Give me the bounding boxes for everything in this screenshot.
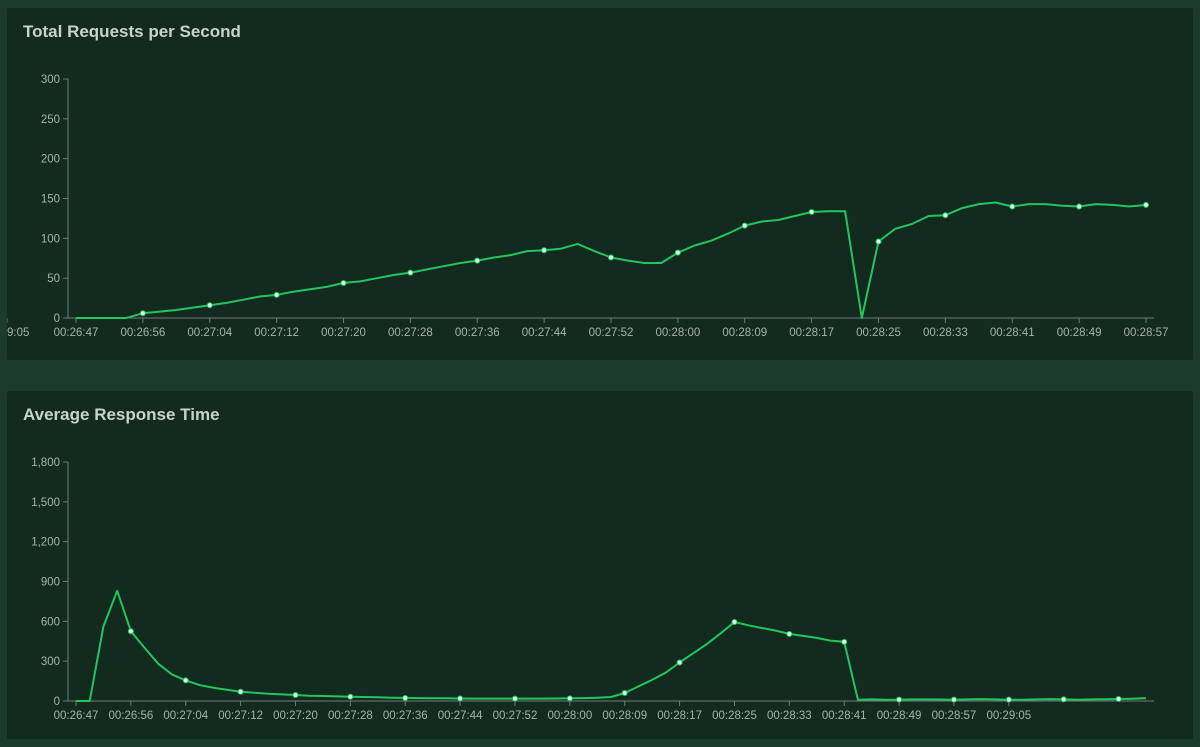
- data-point[interactable]: [786, 630, 793, 637]
- data-point[interactable]: [347, 693, 354, 700]
- x-tick-label: 00:26:47: [54, 327, 99, 339]
- data-point[interactable]: [1076, 203, 1083, 210]
- x-tick-label: 00:28:17: [657, 710, 702, 722]
- x-tick-label: 00:27:36: [383, 710, 428, 722]
- x-tick-label: 00:27:28: [328, 710, 373, 722]
- data-point[interactable]: [139, 310, 146, 317]
- data-point[interactable]: [474, 257, 481, 264]
- data-point[interactable]: [875, 238, 882, 245]
- y-tick-label: 900: [41, 577, 60, 589]
- x-tick-label: 00:27:04: [187, 327, 232, 339]
- y-tick-label: 0: [54, 696, 60, 708]
- y-tick-label: 300: [41, 656, 60, 668]
- data-point[interactable]: [1143, 201, 1149, 208]
- x-tick-label: 00:26:47: [54, 710, 99, 722]
- data-point[interactable]: [896, 696, 903, 703]
- y-tick-label: 200: [41, 154, 60, 166]
- data-point[interactable]: [237, 688, 244, 695]
- y-tick-label: 0: [54, 313, 60, 325]
- data-point[interactable]: [608, 254, 614, 261]
- data-point[interactable]: [206, 302, 213, 309]
- data-point[interactable]: [1005, 696, 1012, 703]
- y-tick-label: 1,200: [31, 537, 60, 549]
- data-point[interactable]: [407, 269, 414, 276]
- x-tick-label: 00:27:28: [388, 327, 433, 339]
- requests-per-second-chart: 0 50 100 150 200 250 300 00:26:47 00:26:56 00:27:…: [7, 74, 1169, 339]
- x-tick-label: 00:28:00: [655, 327, 700, 339]
- requests-per-second-panel: Total Requests per Second 0 50 100 150 200 25…: [7, 8, 1193, 360]
- x-tick-label: 00:28:49: [1057, 327, 1102, 339]
- x-tick-label: 00:28:09: [722, 327, 767, 339]
- x-tick-label: 00:28:41: [822, 710, 867, 722]
- x-tick-label: 00:29:05: [7, 327, 29, 339]
- y-tick-label: 50: [47, 273, 60, 285]
- data-point[interactable]: [741, 222, 748, 229]
- x-tick-label: 00:28:00: [547, 710, 592, 722]
- data-point[interactable]: [457, 695, 464, 702]
- x-tick-label: 00:27:44: [522, 327, 567, 339]
- y-tick-label: 1,800: [31, 457, 60, 469]
- data-point[interactable]: [950, 696, 957, 703]
- data-point[interactable]: [621, 690, 628, 697]
- series-line: [76, 589, 1147, 702]
- data-point[interactable]: [182, 677, 189, 684]
- y-tick-label: 600: [41, 616, 60, 628]
- x-tick-label: 00:27:20: [273, 710, 318, 722]
- x-tick-label: 00:28:49: [877, 710, 922, 722]
- data-point[interactable]: [1009, 203, 1016, 210]
- y-tick-label: 250: [41, 114, 60, 126]
- x-tick-label: 00:27:04: [163, 710, 208, 722]
- average-response-time-chart: 0 300 600 900 1,200 1,500 1,800 00:26:47 00:26:5…: [31, 457, 1154, 722]
- data-point[interactable]: [676, 659, 683, 666]
- x-tick-label: 00:27:12: [254, 327, 299, 339]
- data-point[interactable]: [511, 695, 518, 702]
- x-tick-label: 00:27:20: [321, 327, 366, 339]
- data-point[interactable]: [402, 694, 409, 701]
- y-tick-label: 100: [41, 233, 60, 245]
- x-tick-label: 00:28:25: [856, 327, 901, 339]
- data-point[interactable]: [808, 209, 815, 216]
- x-tick-label: 00:28:33: [767, 710, 812, 722]
- chart-title: Total Requests per Second: [23, 22, 241, 41]
- x-tick-label: 00:27:12: [218, 710, 263, 722]
- x-tick-label: 00:28:17: [789, 327, 834, 339]
- x-tick-label: 00:28:41: [990, 327, 1035, 339]
- x-tick-label: 00:28:33: [923, 327, 968, 339]
- data-point[interactable]: [541, 247, 548, 254]
- y-tick-label: 1,500: [31, 497, 60, 509]
- data-point[interactable]: [841, 638, 848, 645]
- chart-title: Average Response Time: [23, 405, 220, 424]
- x-tick-label: 00:28:57: [932, 710, 977, 722]
- x-tick-label: 00:28:25: [712, 710, 757, 722]
- y-tick-label: 300: [41, 74, 60, 86]
- data-point[interactable]: [273, 291, 280, 298]
- data-point[interactable]: [566, 695, 573, 702]
- x-tick-label: 00:27:52: [589, 327, 634, 339]
- data-point[interactable]: [1115, 696, 1122, 703]
- data-point[interactable]: [127, 628, 134, 635]
- average-response-time-panel: Average Response Time 0 300 600 900 1,200 1,5…: [7, 391, 1193, 739]
- x-tick-label: 00:26:56: [108, 710, 153, 722]
- x-tick-label: 00:27:44: [438, 710, 483, 722]
- data-point[interactable]: [340, 279, 347, 286]
- data-point[interactable]: [942, 212, 949, 219]
- x-tick-label: 00:28:09: [602, 710, 647, 722]
- data-point[interactable]: [1060, 696, 1067, 703]
- x-tick-label: 00:26:56: [120, 327, 165, 339]
- data-point[interactable]: [674, 249, 681, 256]
- data-point[interactable]: [731, 618, 738, 625]
- x-tick-label: 00:27:36: [455, 327, 500, 339]
- y-tick-label: 150: [41, 194, 60, 206]
- x-tick-label: 00:29:05: [986, 710, 1031, 722]
- x-tick-label: 00:27:52: [493, 710, 538, 722]
- data-point[interactable]: [292, 692, 299, 699]
- x-tick-label: 00:28:57: [1124, 327, 1169, 339]
